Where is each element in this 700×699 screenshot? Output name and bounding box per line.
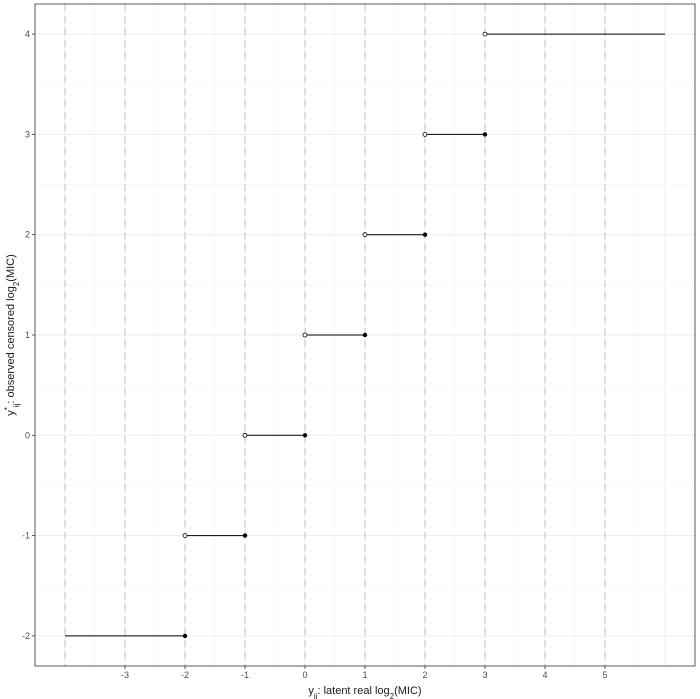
y-title-sup: * [3, 407, 12, 410]
y-title-sub2: 2 [12, 281, 21, 286]
y-axis-title: y*ij: observed censored log2(MIC) [3, 254, 21, 416]
closed-point [422, 232, 428, 237]
x-title-sub: ij [314, 692, 318, 699]
y-title-base: y [5, 410, 17, 416]
y-tick-label: 3 [25, 129, 30, 139]
x-axis-ticks: -3 -2 -1 0 1 2 3 4 5 [121, 666, 608, 680]
y-title-text: : observed censored log [5, 286, 17, 403]
step-segments [65, 33, 665, 637]
open-point [422, 131, 428, 137]
closed-point [482, 132, 488, 137]
y-tick-label: 1 [25, 330, 30, 340]
x-tick-label: 3 [482, 670, 487, 680]
y-tick-label: 2 [25, 230, 30, 240]
x-title-tail: (MIC) [394, 685, 422, 697]
x-tick-label: 1 [362, 670, 367, 680]
x-axis-title: yij: latent real log2(MIC) [308, 685, 421, 699]
x-tick-label: 2 [422, 670, 427, 680]
x-title-text: : latent real log [317, 685, 389, 697]
x-title-sub2: 2 [390, 692, 395, 699]
x-tick-label: 5 [602, 670, 607, 680]
y-axis-ticks: -2 -1 0 1 2 3 4 [22, 29, 35, 641]
closed-point [242, 533, 248, 538]
open-point [182, 533, 188, 539]
closed-point [362, 332, 368, 338]
x-tick-label: -1 [241, 670, 249, 680]
open-point [242, 432, 248, 438]
x-tick-label: 4 [542, 670, 547, 680]
closed-point [182, 633, 188, 639]
step-points [182, 31, 488, 639]
y-tick-label: 4 [25, 29, 30, 39]
y-title-sub: ij [12, 403, 21, 407]
open-point [482, 31, 488, 37]
y-tick-label: -2 [22, 631, 30, 641]
open-point [362, 232, 368, 238]
y-title-tail: (MIC) [5, 254, 17, 282]
y-tick-label: -1 [22, 531, 30, 541]
y-tick-label: 0 [25, 430, 30, 440]
x-title-base: y [308, 685, 314, 697]
closed-point [302, 433, 308, 438]
open-point [302, 332, 308, 338]
x-tick-label: -2 [181, 670, 189, 680]
x-tick-label: 0 [302, 670, 307, 680]
x-tick-label: -3 [121, 670, 129, 680]
